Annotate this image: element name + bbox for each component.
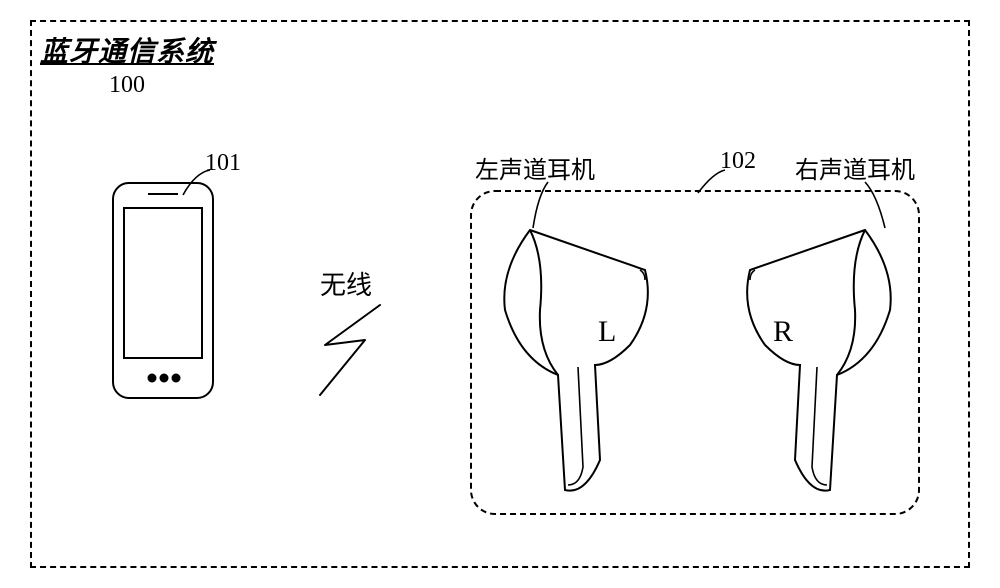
leader-line-101-icon <box>180 165 220 205</box>
right-earbud-icon <box>735 215 905 505</box>
left-earbud-icon <box>490 215 660 505</box>
right-earbud-letter: R <box>773 315 793 349</box>
diagram-title-number: 100 <box>40 72 214 99</box>
phone-icon <box>110 180 220 405</box>
right-earbud: R <box>735 215 905 510</box>
wireless-label: 无线 <box>320 265 372 302</box>
diagram-title-block: 蓝牙通信系统 100 <box>40 30 214 99</box>
left-earbud: L <box>490 215 660 510</box>
wireless-bolt-icon <box>315 300 395 405</box>
diagram-title: 蓝牙通信系统 <box>40 30 214 70</box>
left-earbud-letter: L <box>598 315 616 349</box>
phone-device <box>110 180 220 410</box>
leader-line-102-icon <box>695 165 735 205</box>
